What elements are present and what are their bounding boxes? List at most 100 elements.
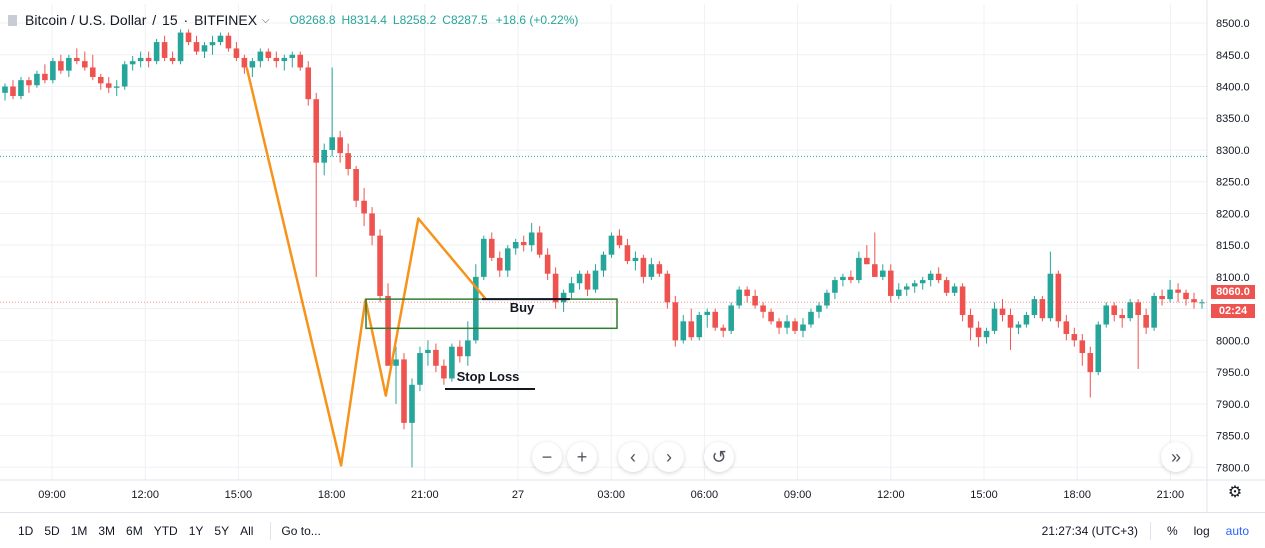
x-tick-label: 09:00 [784, 489, 812, 501]
candle [991, 308, 998, 331]
range-button-5y[interactable]: 5Y [214, 523, 230, 538]
candle [121, 64, 128, 87]
candle [911, 283, 918, 287]
candle [943, 280, 950, 293]
range-button-ytd[interactable]: YTD [153, 523, 178, 538]
candle [417, 353, 423, 385]
candle [1039, 299, 1046, 319]
candle [1063, 321, 1070, 335]
range-button-6m[interactable]: 6M [126, 523, 143, 538]
candle [1175, 289, 1181, 293]
range-button-5d[interactable]: 5D [44, 523, 60, 538]
candle [688, 321, 695, 338]
candle [465, 340, 471, 357]
candle [66, 57, 72, 71]
chevron-down-icon[interactable]: ⌵ [259, 14, 270, 26]
candle [1079, 340, 1086, 354]
candle [1103, 305, 1110, 325]
candle [89, 67, 96, 77]
candle [512, 242, 519, 249]
candle [872, 264, 878, 277]
candle [728, 305, 734, 331]
candle [10, 86, 16, 97]
candle [1159, 295, 1165, 300]
candle [1087, 353, 1094, 373]
candle [784, 321, 790, 328]
candle [752, 295, 758, 306]
candle [74, 57, 80, 62]
candle [720, 327, 726, 331]
exchange[interactable]: BITFINEX [194, 12, 258, 28]
low-value: 8258.2 [399, 13, 437, 27]
zoom-out-button[interactable]: − [532, 442, 562, 472]
candle [488, 238, 495, 258]
candle [1191, 299, 1197, 303]
range-button-1y[interactable]: 1Y [188, 523, 204, 538]
y-tick-label: 8400.0 [1216, 82, 1250, 94]
candle [704, 311, 711, 315]
auto-toggle[interactable]: auto [1225, 523, 1249, 538]
y-tick-label: 8350.0 [1216, 113, 1250, 125]
candle [568, 283, 575, 293]
candle [959, 286, 966, 315]
candle [1127, 302, 1133, 319]
candle [177, 32, 184, 62]
stop-loss-label: Stop Loss [457, 369, 520, 384]
x-tick-label: 18:00 [1063, 489, 1091, 501]
candle [768, 311, 774, 322]
range-button-all[interactable]: All [240, 523, 254, 538]
percent-toggle[interactable]: % [1166, 523, 1178, 538]
goto-button[interactable]: Go to... [281, 523, 321, 538]
candle [473, 276, 479, 341]
x-tick-label: 21:00 [411, 489, 439, 501]
x-tick-label: 12:00 [877, 489, 905, 501]
candle [680, 321, 687, 341]
candle [903, 286, 910, 290]
clock[interactable]: 21:27:34 (UTC+3) [1041, 523, 1138, 538]
candle [297, 54, 304, 68]
x-tick-label: 27 [512, 489, 524, 501]
symbol-title[interactable]: Bitcoin / U.S. Dollar [25, 12, 147, 28]
candle [193, 42, 200, 52]
candle [656, 264, 663, 274]
y-tick-label: 7950.0 [1216, 367, 1250, 379]
y-tick-label: 7800.0 [1216, 462, 1250, 474]
candle [353, 169, 359, 201]
candle [185, 32, 192, 43]
candle [145, 57, 152, 62]
candle [153, 42, 160, 62]
candle [552, 273, 559, 303]
scroll-to-realtime-button[interactable]: » [1161, 442, 1191, 472]
range-button-1d[interactable]: 1D [18, 523, 34, 538]
candle [1007, 314, 1014, 328]
candle [1071, 334, 1078, 341]
candle [201, 45, 208, 52]
candle [640, 257, 647, 277]
zoom-in-button[interactable]: + [567, 442, 597, 472]
candle [584, 273, 591, 290]
candle [1183, 292, 1189, 300]
reset-chart-button[interactable]: ↺ [704, 442, 734, 472]
candle [161, 42, 168, 58]
candle [816, 305, 822, 312]
log-toggle[interactable]: log [1193, 523, 1210, 538]
y-tick-label: 8100.0 [1216, 272, 1250, 284]
interval[interactable]: 15 [162, 12, 178, 28]
candle [528, 232, 535, 246]
candle [520, 242, 527, 246]
candle [1015, 324, 1022, 328]
range-button-3m[interactable]: 3M [98, 523, 116, 538]
gear-icon[interactable]: ⚙ [1227, 484, 1243, 501]
scroll-left-button[interactable]: ‹ [618, 442, 648, 472]
candle [393, 359, 399, 366]
range-button-1m[interactable]: 1M [70, 523, 88, 538]
candle [321, 149, 327, 163]
x-tick-label: 15:00 [970, 489, 998, 501]
y-tick-label: 8500.0 [1216, 18, 1250, 30]
scroll-right-button[interactable]: › [654, 442, 684, 472]
candle [824, 292, 830, 306]
symbol-icon[interactable] [8, 14, 17, 26]
candle [129, 61, 136, 65]
